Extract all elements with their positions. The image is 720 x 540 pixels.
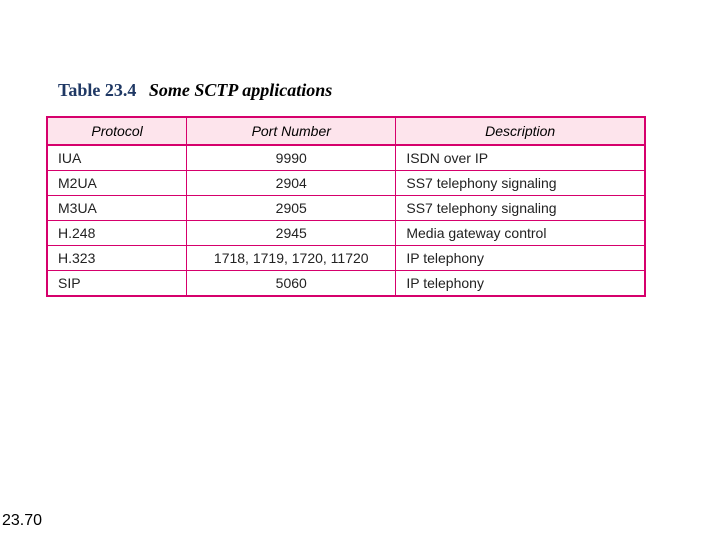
col-header-description: Description	[396, 117, 645, 145]
cell-description: SS7 telephony signaling	[396, 171, 645, 196]
cell-protocol: M2UA	[47, 171, 187, 196]
cell-port: 2904	[187, 171, 396, 196]
table-row: IUA 9990 ISDN over IP	[47, 145, 645, 171]
table-row: M3UA 2905 SS7 telephony signaling	[47, 196, 645, 221]
table-row: H.323 1718, 1719, 1720, 11720 IP telepho…	[47, 246, 645, 271]
cell-description: IP telephony	[396, 246, 645, 271]
cell-protocol: SIP	[47, 271, 187, 297]
page-number: 23.70	[2, 512, 42, 530]
cell-protocol: H.323	[47, 246, 187, 271]
cell-port: 1718, 1719, 1720, 11720	[187, 246, 396, 271]
table-row: M2UA 2904 SS7 telephony signaling	[47, 171, 645, 196]
cell-protocol: H.248	[47, 221, 187, 246]
caption-number: Table 23.4	[58, 80, 136, 100]
table-row: SIP 5060 IP telephony	[47, 271, 645, 297]
table-row: H.248 2945 Media gateway control	[47, 221, 645, 246]
caption-title: Some SCTP applications	[149, 80, 332, 100]
cell-port: 2905	[187, 196, 396, 221]
cell-description: Media gateway control	[396, 221, 645, 246]
cell-protocol: M3UA	[47, 196, 187, 221]
cell-description: ISDN over IP	[396, 145, 645, 171]
sctp-applications-table: Protocol Port Number Description IUA 999…	[46, 116, 646, 297]
col-header-protocol: Protocol	[47, 117, 187, 145]
col-header-port: Port Number	[187, 117, 396, 145]
cell-port: 2945	[187, 221, 396, 246]
cell-description: IP telephony	[396, 271, 645, 297]
table-header-row: Protocol Port Number Description	[47, 117, 645, 145]
table-caption: Table 23.4 Some SCTP applications	[58, 80, 332, 101]
cell-port: 9990	[187, 145, 396, 171]
cell-protocol: IUA	[47, 145, 187, 171]
cell-description: SS7 telephony signaling	[396, 196, 645, 221]
cell-port: 5060	[187, 271, 396, 297]
